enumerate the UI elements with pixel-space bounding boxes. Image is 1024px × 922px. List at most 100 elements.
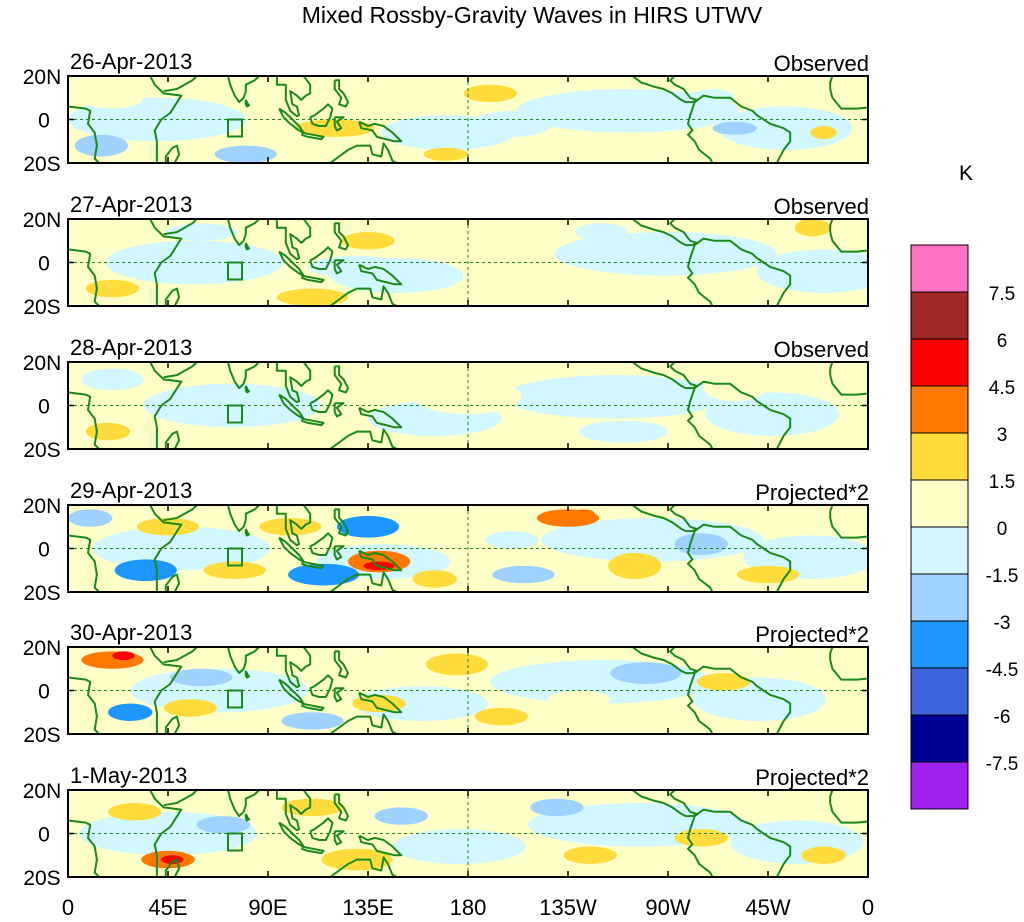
colorbar-label: -6 [994,707,1011,728]
anomaly-contour [696,673,751,691]
panel-date: 26-Apr-2013 [70,49,192,74]
anomaly-contour [423,147,468,161]
anomaly-contour [530,798,584,817]
coastline [321,856,398,877]
coastline [227,790,260,818]
coastline [333,650,349,679]
anomaly-contour [548,690,611,708]
x-tick-label: 90E [248,895,287,920]
colorbar-units: K [959,162,973,185]
coastline [358,120,403,143]
coastline [227,219,260,247]
anomaly-contour [392,829,526,864]
y-tick-label: 0 [38,539,50,562]
colorbar-label: -3 [994,613,1011,634]
coastline [244,528,251,537]
panel-label: Observed [774,337,869,362]
map-panel: 20N 0 20S 26-Apr-2013 Observed [23,49,869,176]
panel-date: 28-Apr-2013 [70,335,192,360]
anomaly-contour [288,563,360,586]
coastline [321,713,398,734]
anomaly-field [68,509,868,588]
coastline [687,815,714,877]
anomaly-contour [674,829,728,847]
coastline [68,819,100,877]
coastline [694,665,792,734]
colorbar-label: -4.5 [986,660,1019,681]
anomaly-field [79,798,864,871]
anomaly-contour [308,255,406,278]
colorbar-label: 6 [997,331,1008,352]
y-tick-label: 0 [38,824,50,847]
coastline [163,647,198,664]
map-panels: 20N 0 20S 26-Apr-2013 Observed 20N 0 20S 27-Apr-… [23,49,869,890]
anomaly-contour [563,846,617,864]
panel-date: 29-Apr-2013 [70,478,192,503]
y-tick-label: 20S [23,867,60,890]
map-panel: 20N 0 20S 1-May-2013 Projected*2 [23,763,869,890]
coastlines [68,505,868,592]
coastline [164,573,181,592]
panel-label: Projected*2 [755,765,869,790]
coastline [275,647,312,689]
anomaly-contour [74,134,128,157]
colorbar-bin [910,620,969,669]
coastlines [68,362,868,449]
coastline [694,237,792,306]
anomaly-contour [259,518,322,536]
x-axis: 0 45E 90E 135E 180 135W 90W 45W 0 [62,895,874,920]
y-tick-label: 20S [23,724,60,747]
coastline [333,116,345,132]
coastline [333,402,345,418]
anomaly-contour [354,686,488,721]
coastline [149,219,183,306]
coastline [149,790,183,877]
anomaly-contour [492,565,555,584]
y-tick-label: 20N [23,780,62,803]
panel-date: 1-May-2013 [70,763,187,788]
coastline [149,362,183,449]
anomaly-contour [348,550,411,573]
y-tick-label: 20S [23,582,60,605]
region-box [227,832,243,852]
coastline [333,545,345,561]
panel-date: 27-Apr-2013 [70,192,192,217]
y-tick-label: 20N [23,495,62,518]
anomaly-contour [579,420,668,443]
x-tick-label: 180 [450,895,487,920]
coastline [321,285,398,306]
coastline [333,79,349,108]
coastline [227,76,260,104]
panel-label: Projected*2 [755,622,869,647]
colorbar: K 7.5 6 4.5 3 1.5 0 -1.5 -3 -4.5 -6 -7.5 [910,162,1019,810]
coastline [694,94,792,163]
colorbar-label: -1.5 [986,566,1019,587]
panel-label: Observed [774,51,869,76]
coastlines [68,647,868,734]
colorbar-label: 1.5 [989,472,1015,493]
coastline [68,391,100,449]
anomaly-contour [463,84,517,103]
coastline [227,647,260,675]
coastline [300,131,325,141]
anomaly-contour [281,712,344,730]
anomaly-contour [712,121,757,135]
colorbar-bin [910,714,969,763]
region-box [227,404,243,424]
anomaly-contour [425,653,488,676]
coastline [149,505,183,592]
coastline [300,417,325,427]
colorbar-label: 7.5 [989,284,1015,305]
colorbar-bin [910,761,969,810]
y-tick-label: 0 [38,110,50,133]
anomaly-contour [108,803,162,821]
y-tick-label: 20N [23,66,62,89]
coastline [829,231,868,253]
anomaly-contour [81,86,144,109]
anomaly-contour [336,515,400,538]
coastline [163,219,198,236]
x-tick-label: 135E [342,895,393,920]
x-tick-label: 45W [745,895,790,920]
coastline [333,508,349,537]
anomaly-contour [163,699,217,717]
